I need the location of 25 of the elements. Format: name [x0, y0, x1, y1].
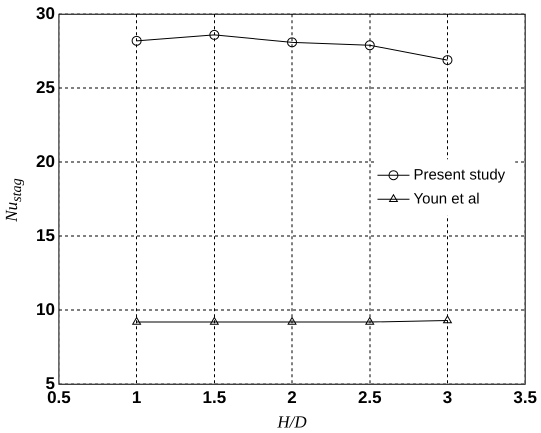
x-tick-label: 2.5 — [358, 388, 382, 408]
x-tick-label: 3.5 — [513, 388, 538, 408]
y-tick-label: 15 — [36, 226, 55, 245]
y-tick-label: 25 — [36, 78, 55, 97]
x-tick-label: 3 — [442, 388, 452, 408]
legend-label: Present study — [413, 166, 506, 184]
point — [288, 317, 296, 325]
point — [443, 316, 452, 324]
point — [364, 40, 375, 50]
x-axis-title: H/D — [276, 412, 308, 432]
y-tick-label: 30 — [36, 4, 55, 23]
x-tick-label: 2 — [287, 388, 297, 408]
x-tick-label: 0.5 — [47, 388, 71, 408]
point — [442, 55, 452, 66]
y-tick-label: 10 — [36, 300, 55, 319]
point — [287, 37, 298, 48]
point — [365, 317, 374, 325]
x-tick-label: 1 — [132, 388, 142, 408]
point — [132, 317, 142, 325]
x-tick-label: 1.5 — [202, 388, 226, 408]
legend-label: Youn et al — [413, 190, 480, 208]
point — [210, 317, 219, 325]
y-tick-label: 20 — [36, 152, 55, 171]
point — [209, 30, 220, 40]
point — [132, 36, 142, 46]
